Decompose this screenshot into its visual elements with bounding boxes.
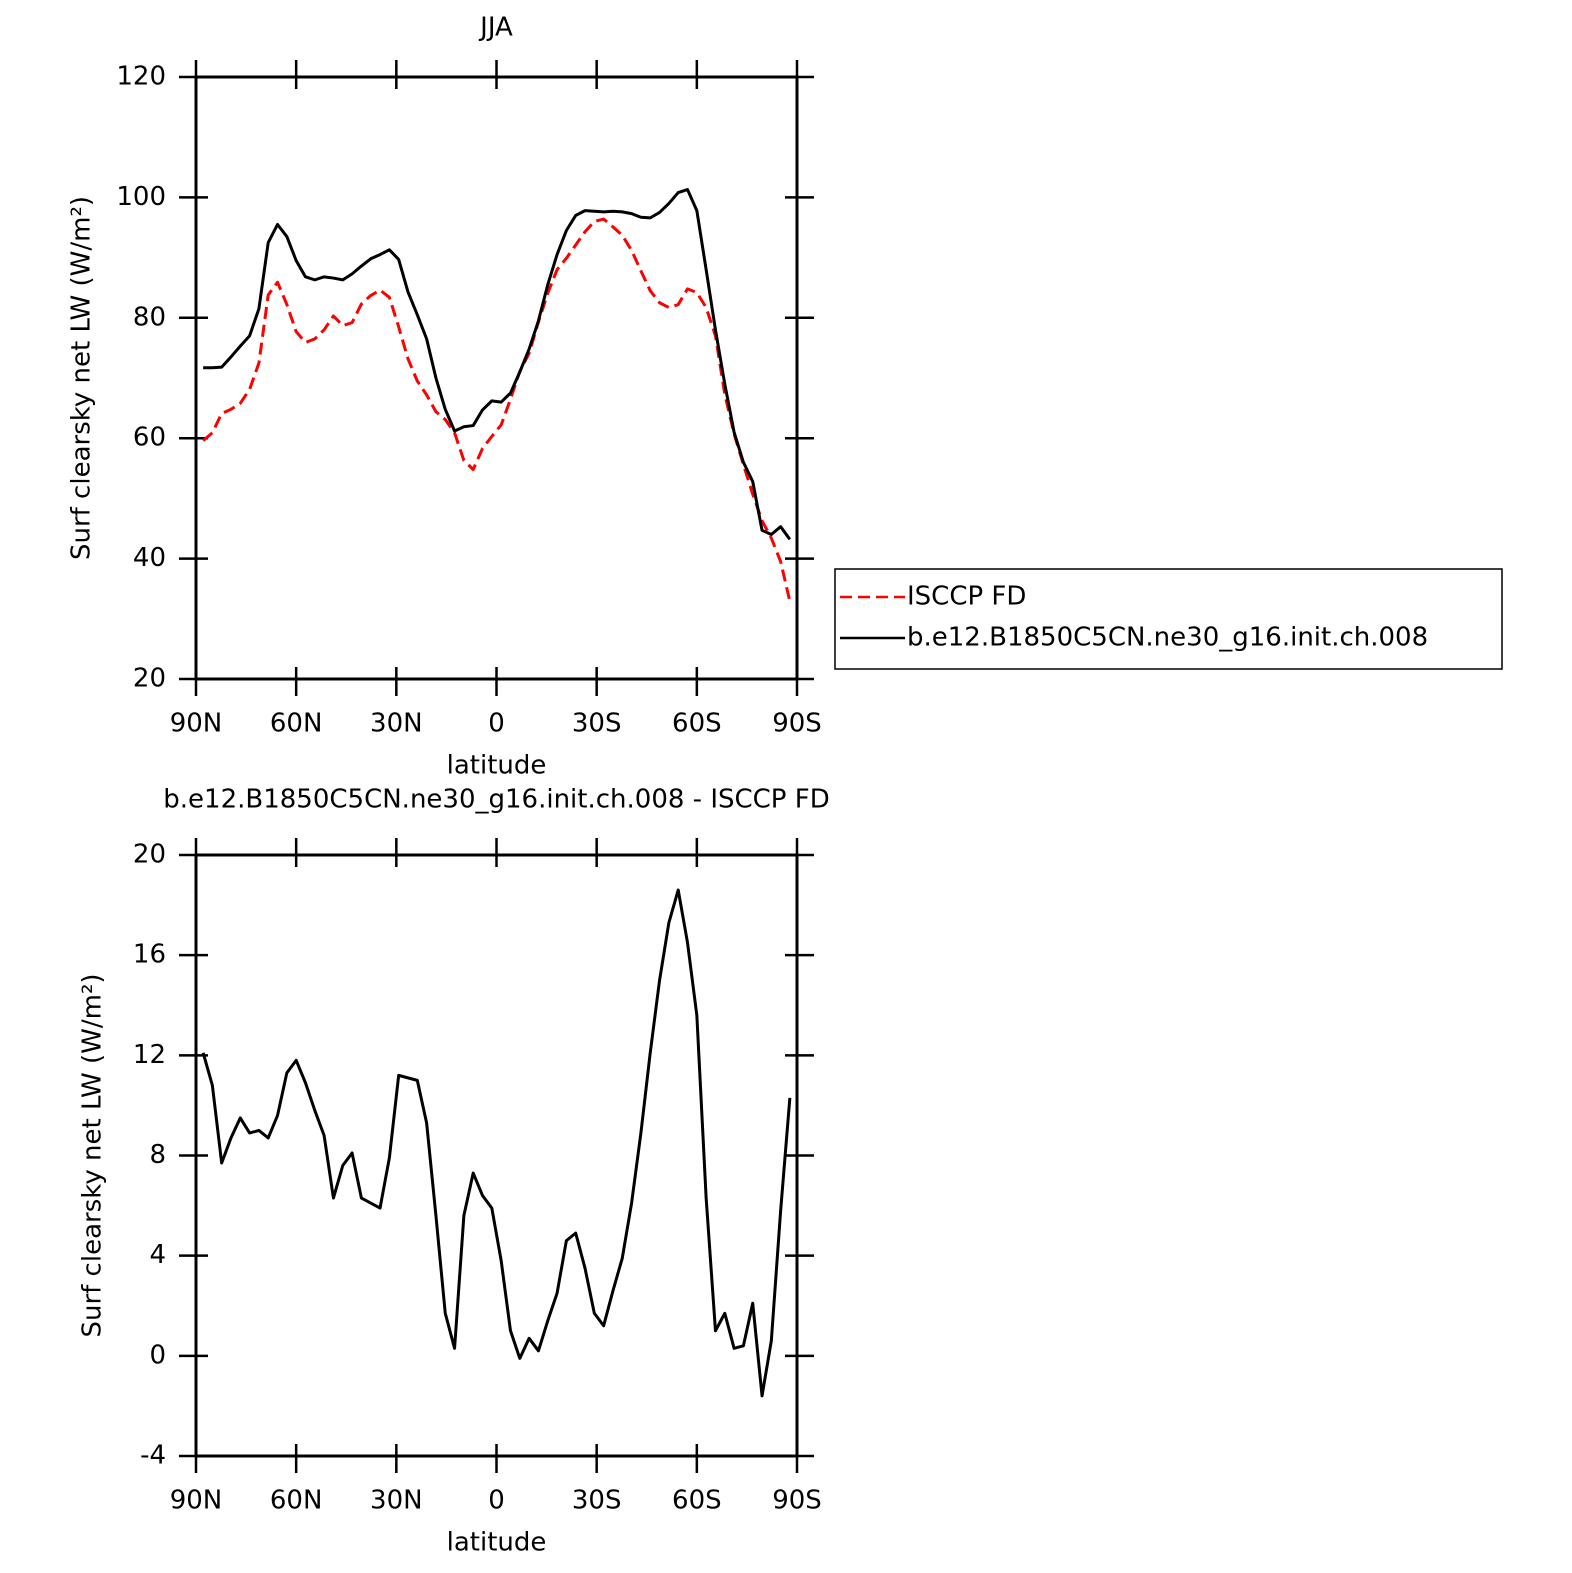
data-line: [202, 217, 792, 602]
y-tick-label: 100: [116, 182, 166, 212]
y-tick-label: 8: [149, 1140, 166, 1170]
x-tick-label: 30N: [370, 1486, 423, 1516]
y-tick-label: 12: [133, 1040, 166, 1070]
x-tick-label: 30S: [572, 709, 622, 739]
y-tick-label: 4: [149, 1240, 166, 1270]
x-axis-label: latitude: [447, 751, 547, 781]
y-tick-label: 16: [133, 940, 166, 970]
x-tick-label: 90N: [170, 709, 223, 739]
y-tick-label: 80: [133, 302, 166, 332]
x-tick-label: 30S: [572, 1486, 622, 1516]
legend-box: [834, 568, 1503, 670]
x-tick-label: 60N: [270, 1486, 323, 1516]
x-tick-label: 0: [488, 709, 505, 739]
y-axis-label: Surf clearsky net LW (W/m²): [78, 973, 108, 1337]
y-tick-label: 120: [116, 62, 166, 92]
y-tick-label: 60: [133, 423, 166, 453]
chart-title: b.e12.B1850C5CN.ne30_g16.init.ch.008 - I…: [163, 785, 829, 815]
legend-label: b.e12.B1850C5CN.ne30_g16.init.ch.008: [907, 623, 1428, 653]
x-tick-label: 60S: [672, 709, 722, 739]
x-tick-label: 30N: [370, 709, 423, 739]
x-tick-label: 60N: [270, 709, 323, 739]
y-tick-label: 20: [133, 664, 166, 694]
x-tick-label: 90S: [772, 709, 822, 739]
y-tick-label: 0: [149, 1340, 166, 1370]
chart-title: JJA: [478, 13, 513, 43]
x-tick-label: 90S: [772, 1486, 822, 1516]
x-tick-label: 0: [488, 1486, 505, 1516]
plot-frame: [194, 75, 799, 681]
y-tick-label: 20: [133, 840, 166, 870]
x-axis-label: latitude: [447, 1528, 547, 1558]
plot-frame: [194, 853, 799, 1458]
x-tick-label: 90N: [170, 1486, 223, 1516]
y-tick-label: -4: [140, 1441, 166, 1471]
x-tick-label: 60S: [672, 1486, 722, 1516]
legend-label: ISCCP FD: [907, 582, 1026, 612]
y-tick-label: 40: [133, 543, 166, 573]
data-line: [201, 888, 792, 1398]
data-line: [203, 188, 792, 541]
y-axis-label: Surf clearsky net LW (W/m²): [67, 196, 97, 560]
